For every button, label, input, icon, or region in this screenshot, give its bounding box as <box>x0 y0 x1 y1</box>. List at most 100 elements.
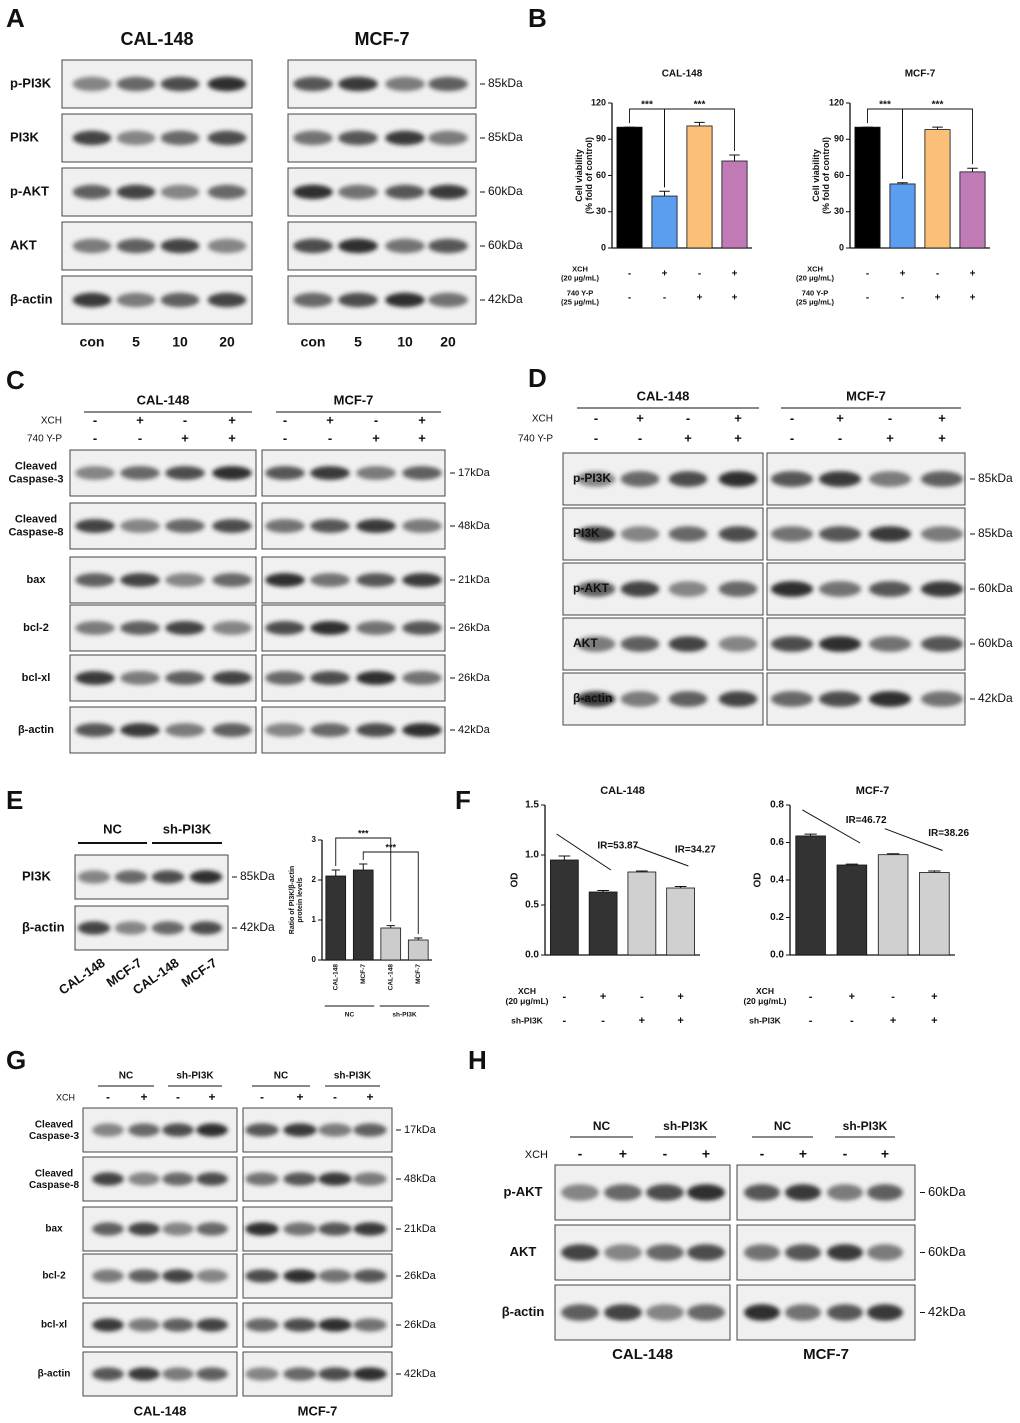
condition-sign: - <box>333 1090 337 1104</box>
band <box>283 1123 317 1137</box>
band <box>128 1318 160 1332</box>
panel-letter: H <box>468 1045 487 1075</box>
lane-label: 5 <box>354 334 362 350</box>
condition-label: XCH <box>41 416 62 427</box>
bar <box>721 160 748 249</box>
group-title: MCF-7 <box>355 29 410 49</box>
band <box>770 581 814 597</box>
band <box>356 723 396 737</box>
band <box>718 471 758 487</box>
chart-title: MCF-7 <box>856 785 890 797</box>
condition-sign: + <box>938 430 946 445</box>
band <box>920 636 964 652</box>
size-marker: 26kDa <box>404 1319 437 1331</box>
condition-sign: - <box>138 430 142 445</box>
bar <box>616 126 643 249</box>
size-marker: 42kDa <box>488 292 523 306</box>
text-line: (20 μg/mL) <box>561 273 599 282</box>
band <box>196 1367 228 1381</box>
band <box>196 1269 228 1283</box>
row-label: bcl-2 <box>23 622 49 634</box>
band <box>207 184 247 200</box>
bar <box>877 854 909 956</box>
text-line: (20 μg/mL) <box>796 273 834 282</box>
error-bar <box>967 167 978 172</box>
condition-sign: - <box>698 269 701 280</box>
text-line: protein levels <box>297 877 304 922</box>
row-label: AKT <box>10 237 37 252</box>
bar <box>550 859 579 956</box>
condition-sign: + <box>935 293 941 304</box>
band <box>687 1184 725 1201</box>
band <box>868 636 912 652</box>
condition-sign: - <box>809 991 813 1003</box>
band <box>92 1269 124 1283</box>
condition-sign: - <box>888 410 892 425</box>
condition-sign: + <box>418 412 426 427</box>
y-tick-label: 2 <box>312 875 317 884</box>
band <box>165 671 205 685</box>
row-label: Cleaved Caspase-3 <box>8 461 63 486</box>
group-label: sh-PI3K <box>392 1012 417 1019</box>
size-marker: 60kDa <box>928 1244 966 1259</box>
band <box>128 1269 160 1283</box>
size-marker: 17kDa <box>404 1124 437 1136</box>
size-marker: 60kDa <box>488 184 523 198</box>
condition-sign: + <box>639 1015 645 1027</box>
band <box>162 1318 194 1332</box>
condition-sign: + <box>140 1090 147 1104</box>
error-bar <box>386 925 395 928</box>
text-line: (25 μg/mL) <box>796 297 834 306</box>
band <box>402 573 442 587</box>
band <box>212 466 252 480</box>
significance-label: *** <box>641 100 653 111</box>
band <box>92 1367 124 1381</box>
band <box>784 1304 822 1321</box>
band <box>72 238 112 254</box>
band <box>293 292 333 308</box>
condition-sign: + <box>228 430 236 445</box>
row-label: β-actin <box>10 291 53 306</box>
error-bar <box>932 126 943 130</box>
band <box>561 1244 599 1261</box>
text-line: Cell viability <box>811 149 821 202</box>
band <box>128 1222 160 1236</box>
panel-letter: C <box>6 365 25 395</box>
band <box>576 526 616 542</box>
condition-label: 740 Y-P <box>27 434 62 445</box>
row-label: β-actin <box>18 724 54 736</box>
condition-sign: + <box>970 269 976 280</box>
size-marker: 48kDa <box>404 1173 437 1185</box>
size-marker: 42kDa <box>458 724 491 736</box>
condition-sign: - <box>936 269 939 280</box>
band <box>72 130 112 146</box>
condition-sign: - <box>790 430 794 445</box>
band <box>212 723 252 737</box>
lane-label: 20 <box>219 334 235 350</box>
significance-bracket <box>335 837 392 922</box>
band <box>310 519 350 533</box>
y-tick-label: 0.6 <box>770 837 784 848</box>
text-line: 740 Y-P <box>567 289 594 298</box>
bar <box>889 183 916 249</box>
significance-label: *** <box>932 100 944 111</box>
condition-sign: - <box>563 1015 567 1027</box>
text-line: (20 μg/mL) <box>506 996 549 1006</box>
annotation: IR=46.72 <box>846 815 887 826</box>
lane-label: con <box>80 334 105 350</box>
condition-sign: + <box>181 430 189 445</box>
condition-sign: + <box>136 412 144 427</box>
size-marker: 48kDa <box>458 520 491 532</box>
band <box>620 581 660 597</box>
bar <box>795 835 826 956</box>
y-tick-label: 0.4 <box>770 875 784 886</box>
y-tick-label: 0 <box>601 242 606 252</box>
band <box>402 466 442 480</box>
condition-label: XCH <box>525 1149 548 1161</box>
band <box>293 76 333 92</box>
band <box>245 1318 279 1332</box>
band <box>165 519 205 533</box>
condition-sign: - <box>374 412 378 427</box>
condition-sign: - <box>601 1015 605 1027</box>
